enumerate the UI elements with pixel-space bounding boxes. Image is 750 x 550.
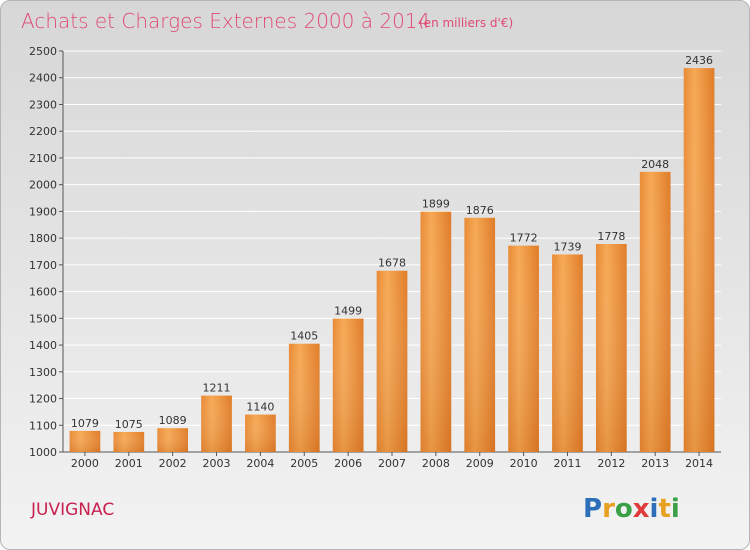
x-axis: 2000 2001 2002 2003 2004 2005 2006 2007 2008 2009… (71, 452, 713, 470)
bar-value-label: 2436 (685, 54, 713, 67)
x-tick-label: 2003 (203, 457, 231, 470)
bar-shade (69, 430, 101, 452)
bar-shade (639, 171, 671, 453)
bar-shade (245, 414, 276, 452)
x-tick-label: 2010 (510, 457, 538, 470)
bars: 1079 1075 1089 1211 1140 1405 1499 1678 1899 1876… (69, 54, 715, 453)
logo-letter: i (671, 494, 680, 524)
y-tick-label: 1200 (29, 393, 57, 406)
x-tick-label: 2004 (246, 457, 274, 470)
bar-value-label: 1499 (334, 305, 362, 318)
logo-letter: t (658, 494, 670, 524)
logo-letter: x (633, 494, 650, 524)
y-tick-label: 1600 (29, 286, 57, 299)
y-tick-label: 2000 (29, 179, 57, 192)
bar-value-label: 1089 (159, 414, 187, 427)
logo-letter: o (615, 494, 633, 524)
chart-title: Achats et Charges Externes 2000 à 2014 (21, 9, 430, 33)
x-tick-label: 2007 (378, 457, 406, 470)
bar-shade (288, 343, 320, 452)
bar-shade (552, 254, 583, 452)
y-tick-label: 1900 (29, 205, 57, 218)
y-tick-label: 2100 (29, 152, 57, 165)
bar-shade (113, 431, 145, 452)
x-tick-label: 2009 (466, 457, 494, 470)
y-tick-label: 1400 (29, 339, 57, 352)
bar-value-label: 1405 (290, 330, 318, 343)
bar-value-label: 1876 (466, 204, 494, 217)
y-tick-label: 2400 (29, 72, 57, 85)
bar-value-label: 1678 (378, 257, 406, 270)
x-tick-label: 2011 (553, 457, 581, 470)
x-tick-label: 2013 (641, 457, 669, 470)
bar-value-label: 1772 (510, 232, 538, 245)
x-tick-label: 2001 (115, 457, 143, 470)
bar-shade (201, 395, 232, 452)
bar-shade (157, 428, 189, 452)
bar-value-label: 1079 (71, 417, 99, 430)
x-tick-label: 2014 (685, 457, 713, 470)
chart-unit: (en milliers d'€) (419, 16, 513, 30)
x-tick-label: 2006 (334, 457, 362, 470)
y-tick-label: 1000 (29, 446, 57, 459)
bar-value-label: 1140 (246, 401, 274, 414)
bar-value-label: 1075 (115, 418, 143, 431)
proxiti-logo: Proxiti (583, 494, 680, 524)
x-tick-label: 2005 (290, 457, 318, 470)
y-tick-label: 2200 (29, 125, 57, 138)
bar-value-label: 1739 (553, 240, 581, 253)
bar-shade (595, 244, 627, 452)
bar-shade (508, 245, 539, 452)
commune-name: JUVIGNAC (30, 500, 114, 520)
bar-value-label: 2048 (641, 158, 669, 171)
x-tick-label: 2002 (159, 457, 187, 470)
y-tick-label: 1500 (29, 312, 57, 325)
logo-letter: P (583, 494, 602, 524)
y-tick-label: 1700 (29, 259, 57, 272)
bar-shade (420, 211, 452, 452)
x-tick-label: 2012 (597, 457, 625, 470)
bar-shade (464, 217, 496, 452)
bar-value-label: 1778 (597, 230, 625, 243)
x-tick-label: 2000 (71, 457, 99, 470)
y-tick-label: 1800 (29, 232, 57, 245)
y-tick-label: 1100 (29, 419, 57, 432)
x-tick-label: 2008 (422, 457, 450, 470)
logo-letter: i (650, 494, 659, 524)
bar-shade (683, 68, 715, 452)
y-tick-label: 1300 (29, 366, 57, 379)
logo-letter: r (602, 494, 615, 524)
y-tick-label: 2300 (29, 98, 57, 111)
y-tick-label: 2500 (29, 45, 57, 58)
bar-value-label: 1899 (422, 198, 450, 211)
bar-shade (376, 270, 408, 452)
bar-value-label: 1211 (203, 382, 231, 395)
bar-shade (332, 318, 364, 452)
